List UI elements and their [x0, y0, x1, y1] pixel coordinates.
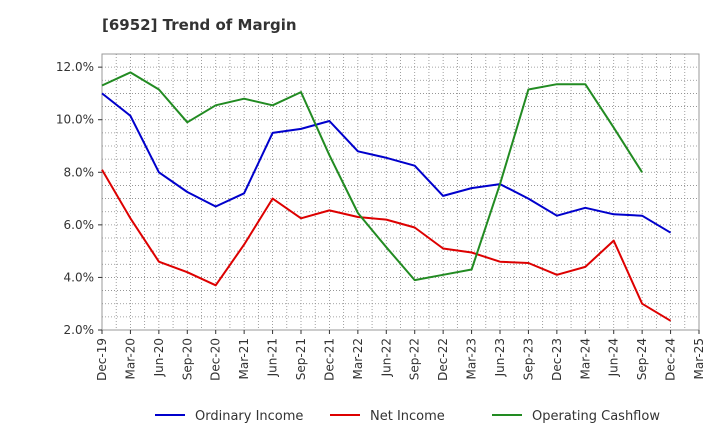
x-tick-label: Mar-20	[123, 338, 137, 379]
x-tick-label: Mar-22	[351, 338, 365, 379]
legend-label: Ordinary Income	[195, 409, 303, 424]
y-tick-label: 2.0%	[64, 323, 95, 337]
x-tick-label: Dec-20	[209, 338, 223, 381]
x-tick-label: Mar-23	[465, 338, 479, 379]
legend-label: Net Income	[370, 409, 445, 424]
x-tick-label: Jun-24	[607, 338, 621, 377]
y-tick-label: 10.0%	[56, 113, 94, 127]
y-tick-label: 8.0%	[64, 165, 95, 179]
series-line-net-income	[101, 169, 672, 322]
y-axis-ticks: 2.0% 4.0% 6.0% 8.0% 10.0% 12.0%	[56, 60, 102, 337]
grid-lines	[102, 54, 699, 330]
y-tick-label: 6.0%	[64, 218, 95, 232]
x-tick-label: Sep-20	[180, 338, 194, 380]
x-tick-label: Sep-24	[635, 338, 649, 380]
x-tick-label: Jun-20	[152, 338, 166, 377]
series-line-ordinary-income	[101, 92, 672, 234]
series-lines	[101, 71, 672, 322]
x-tick-label: Jun-21	[266, 338, 280, 377]
series-line-operating-cashflow	[101, 71, 643, 282]
y-tick-label: 4.0%	[64, 270, 95, 284]
x-tick-label: Mar-25	[692, 338, 706, 379]
x-tick-label: Mar-21	[237, 338, 251, 379]
x-tick-label: Mar-24	[578, 338, 592, 379]
x-tick-label: Jun-22	[379, 338, 393, 377]
legend: Ordinary Income Net Income Operating Cashf…	[155, 409, 660, 424]
x-tick-label: Sep-22	[408, 338, 422, 380]
y-tick-label: 12.0%	[56, 60, 94, 74]
x-tick-label: Jun-23	[493, 338, 507, 377]
x-tick-label: Dec-21	[322, 338, 336, 381]
x-tick-label: Dec-24	[664, 338, 678, 381]
x-tick-label: Sep-23	[521, 338, 535, 380]
x-tick-label: Dec-22	[436, 338, 450, 381]
x-tick-label: Sep-21	[294, 338, 308, 380]
chart-title: [6952] Trend of Margin	[102, 16, 297, 34]
x-tick-label: Dec-19	[95, 338, 109, 381]
x-axis-ticks: Dec-19 Mar-20 Jun-20 Sep-20 Dec-20 Mar-21 Jun-…	[95, 330, 706, 381]
legend-label: Operating Cashflow	[532, 409, 660, 424]
x-tick-label: Dec-23	[550, 338, 564, 381]
